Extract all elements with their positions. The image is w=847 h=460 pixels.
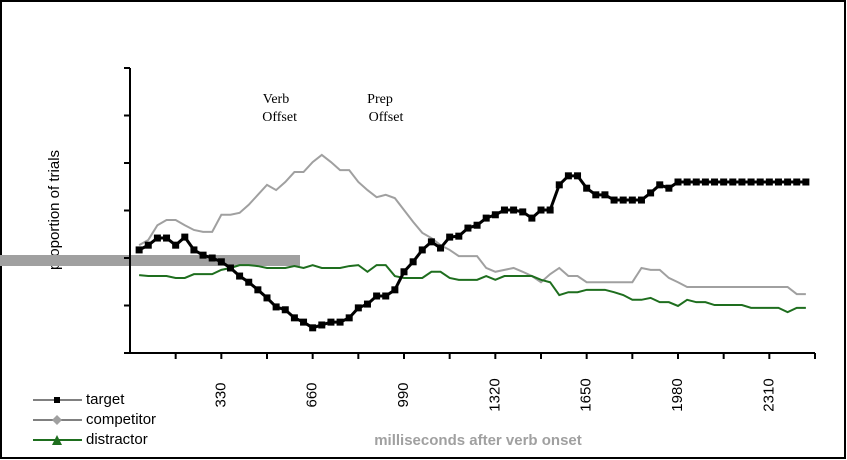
data-point — [793, 178, 801, 186]
legend-marker — [54, 397, 60, 403]
data-point — [619, 196, 627, 204]
data-point — [610, 196, 618, 204]
y-axis-label: proportion of trials — [46, 150, 63, 270]
data-point — [272, 303, 280, 311]
x-tick-label: 1650 — [578, 378, 595, 411]
data-point — [519, 208, 527, 216]
data-point — [327, 318, 335, 326]
data-point — [784, 178, 792, 186]
data-point — [546, 206, 554, 214]
data-point — [309, 324, 317, 332]
data-point — [354, 304, 362, 312]
data-point — [373, 292, 381, 300]
data-point — [692, 178, 700, 186]
data-point — [583, 184, 591, 192]
data-point — [437, 244, 445, 252]
data-point — [564, 172, 572, 180]
data-point — [400, 268, 408, 276]
series-line — [139, 264, 806, 314]
data-point — [774, 178, 782, 186]
data-point — [473, 221, 481, 229]
x-axis-label: milliseconds after verb onset — [374, 432, 582, 449]
data-point — [217, 258, 225, 266]
data-point — [336, 318, 344, 326]
data-point — [172, 241, 180, 249]
data-point — [254, 286, 262, 294]
legend-label: distractor — [86, 431, 148, 448]
data-point — [190, 246, 198, 254]
annotation: Verb — [263, 92, 289, 107]
legend-marker — [52, 415, 62, 425]
data-point — [163, 234, 171, 242]
data-point — [409, 258, 417, 266]
data-point — [701, 178, 709, 186]
legend-label: target — [86, 391, 125, 408]
x-tick-label: 990 — [395, 382, 412, 407]
annotation: Offset — [262, 110, 297, 125]
data-point — [756, 178, 764, 186]
data-point — [455, 232, 463, 240]
annotation: Offset — [369, 110, 404, 125]
data-point — [290, 314, 298, 322]
data-point — [263, 294, 271, 302]
data-point — [528, 214, 536, 222]
data-point — [199, 251, 207, 259]
x-tick-label: 330 — [212, 382, 229, 407]
x-tick-label: 1320 — [486, 378, 503, 411]
data-point — [363, 300, 371, 308]
data-point — [647, 189, 655, 197]
data-point — [300, 318, 308, 326]
data-point — [482, 214, 490, 222]
series-line — [138, 153, 806, 296]
data-point — [245, 278, 253, 286]
data-point — [720, 178, 728, 186]
data-point — [555, 181, 563, 189]
data-point — [464, 224, 472, 232]
data-point — [802, 178, 810, 186]
data-point — [738, 178, 746, 186]
legend-label: competitor — [86, 411, 156, 428]
data-point — [418, 246, 426, 254]
data-point — [446, 233, 454, 241]
data-point — [656, 181, 664, 189]
data-point — [135, 246, 143, 254]
x-tick-label: 660 — [304, 382, 321, 407]
data-point — [391, 286, 399, 294]
legend-marker — [52, 435, 62, 445]
data-point — [601, 191, 609, 199]
data-point — [637, 196, 645, 204]
data-point — [382, 292, 390, 300]
data-point — [181, 233, 189, 241]
data-point — [665, 184, 673, 192]
data-point — [765, 178, 773, 186]
data-point — [729, 178, 737, 186]
data-point — [711, 178, 719, 186]
data-point — [747, 178, 755, 186]
artifact-bar — [0, 255, 300, 266]
data-point — [281, 306, 289, 314]
data-point — [574, 172, 582, 180]
data-point — [674, 178, 682, 186]
data-point — [153, 234, 161, 242]
data-point — [491, 211, 499, 219]
data-point — [345, 314, 353, 322]
data-point — [318, 321, 326, 329]
data-point — [226, 264, 234, 272]
x-tick-label: 2310 — [760, 378, 777, 411]
data-point — [628, 196, 636, 204]
data-point — [592, 191, 600, 199]
data-point — [144, 241, 152, 249]
annotation: Prep — [367, 92, 393, 107]
data-point — [500, 206, 508, 214]
data-point — [208, 254, 216, 262]
data-point — [537, 206, 545, 214]
data-point — [236, 272, 244, 280]
x-tick-label: 1980 — [669, 378, 686, 411]
data-point — [427, 238, 435, 246]
data-point — [683, 178, 691, 186]
data-point — [510, 206, 518, 214]
